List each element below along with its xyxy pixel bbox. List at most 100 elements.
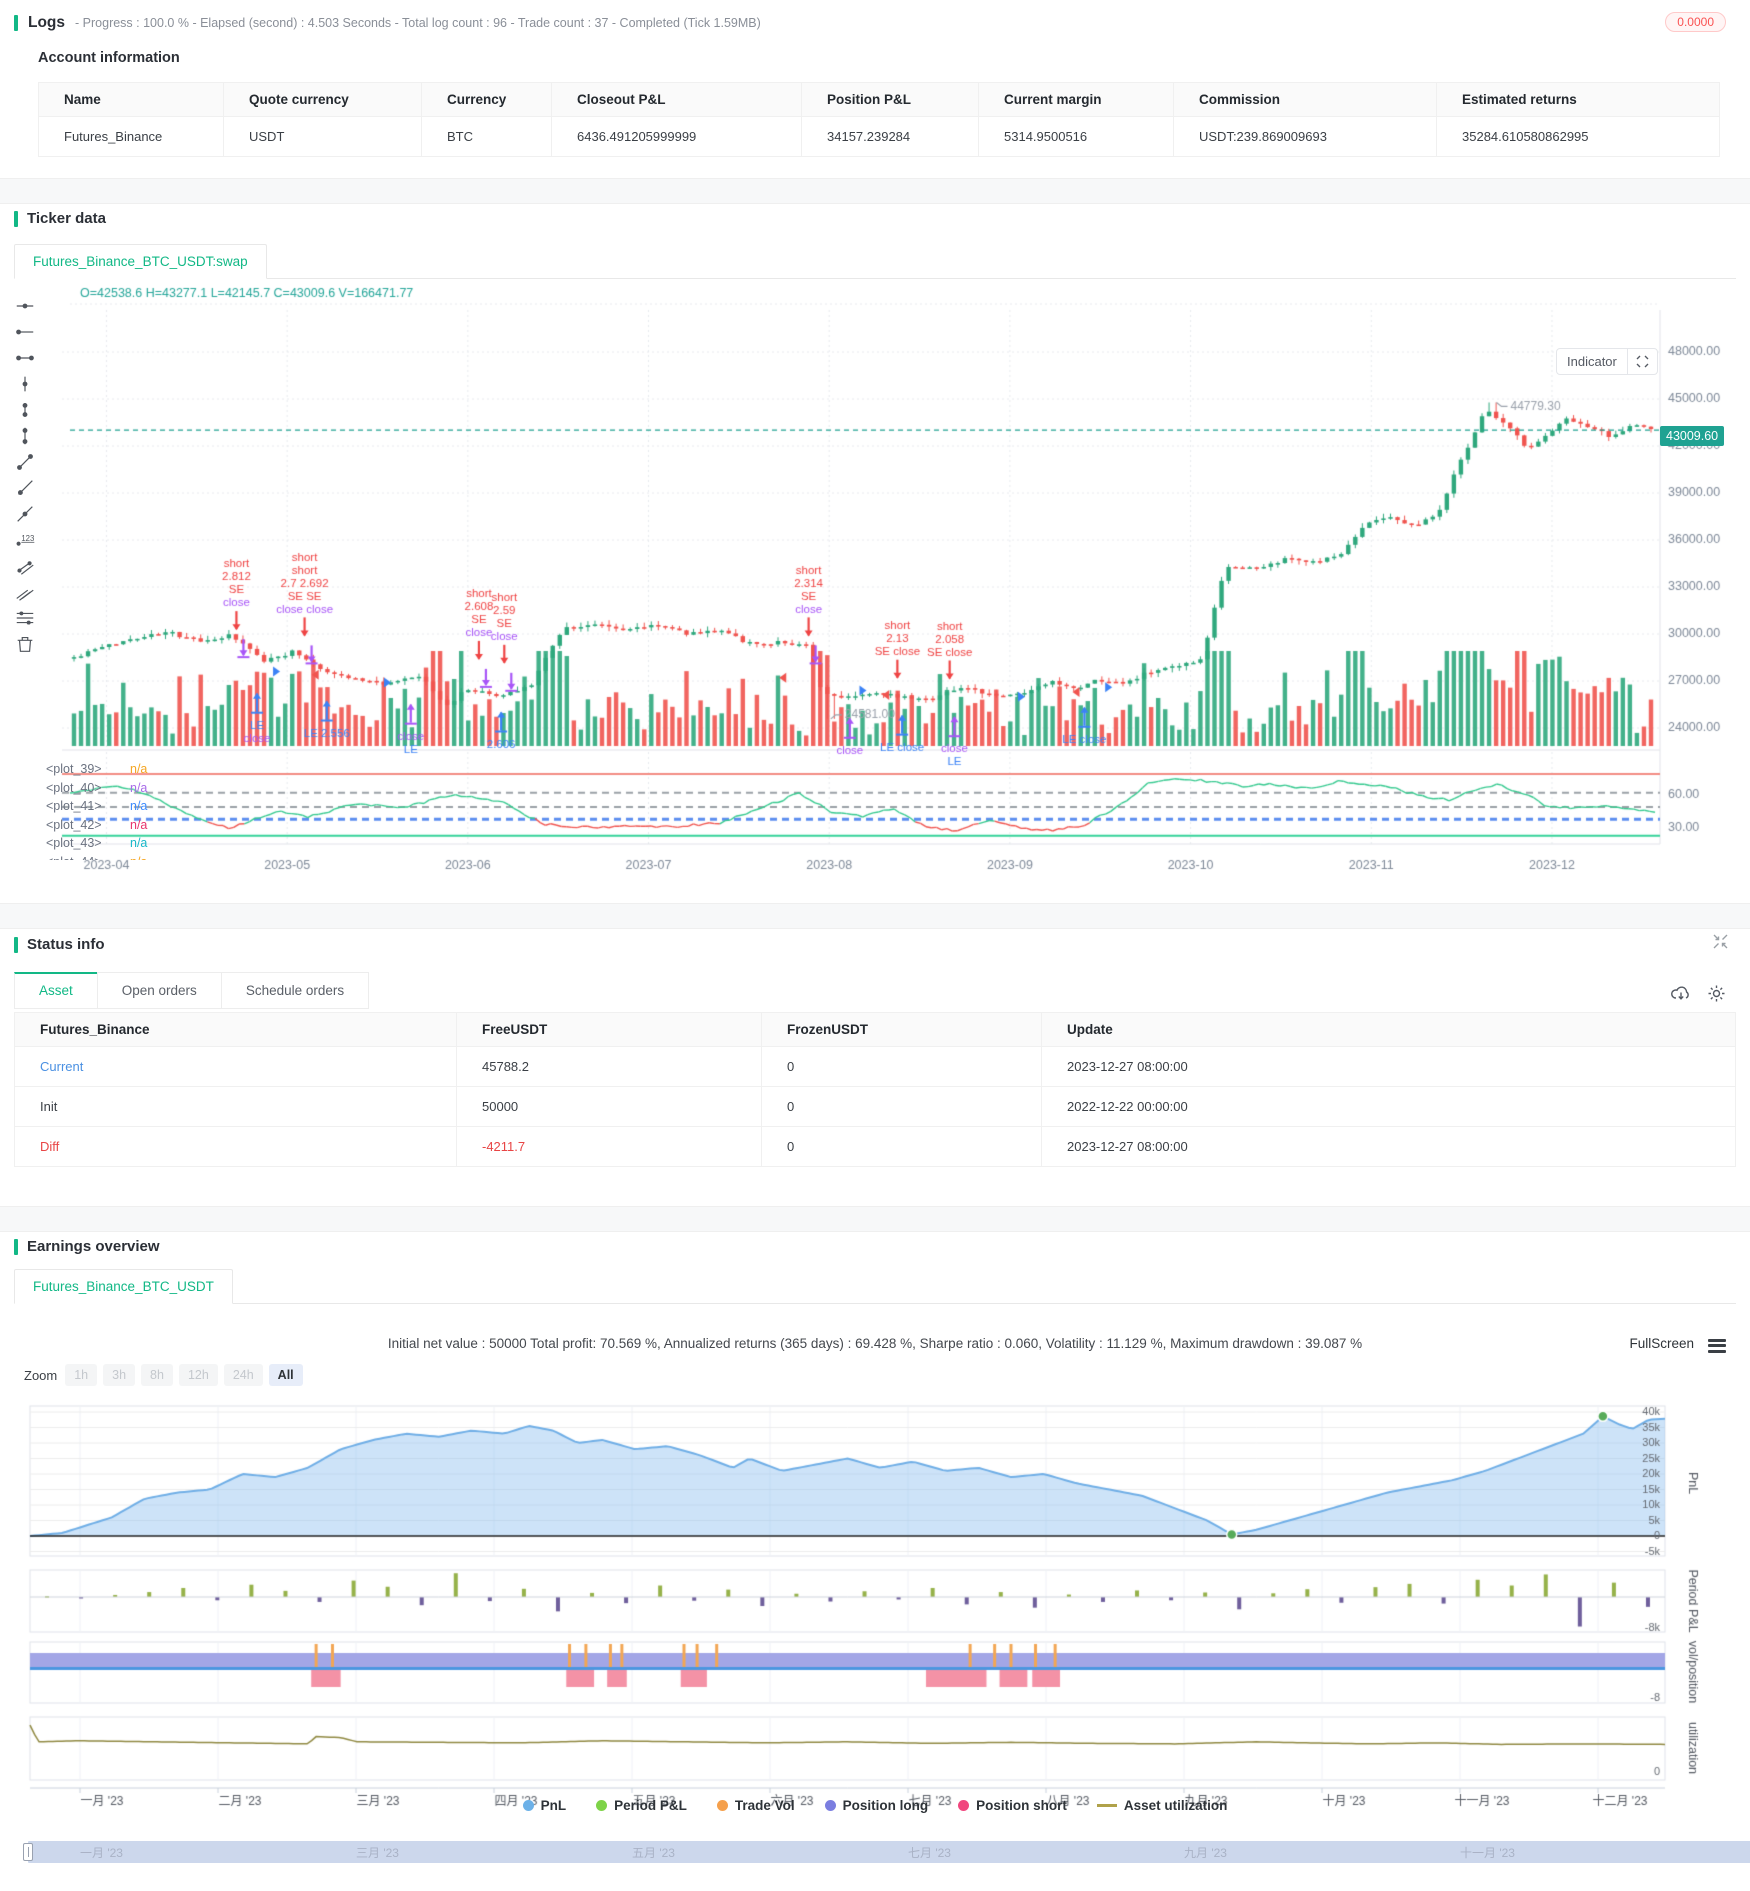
status-tab-schedule-orders[interactable]: Schedule orders	[220, 972, 370, 1009]
table-row: Init 50000 0 2022-12-22 00:00:00	[14, 1086, 1736, 1127]
indicator-button[interactable]: Indicator	[1556, 348, 1658, 375]
logs-title: Logs	[28, 14, 66, 31]
table-cell: BTC	[421, 116, 552, 157]
drawing-toolbar: 123	[12, 294, 38, 655]
legend-label: Trade Vol	[734, 1798, 795, 1813]
ticker-section-title: Ticker data	[27, 210, 106, 227]
column-header: Closeout P&L	[551, 82, 802, 117]
status-section-header: Status info	[14, 936, 105, 953]
section-divider	[0, 178, 1750, 204]
row-label[interactable]: Current	[14, 1046, 457, 1087]
status-tab-open-orders[interactable]: Open orders	[96, 972, 222, 1009]
column-header: Commission	[1173, 82, 1437, 117]
table-cell: 45788.2	[456, 1046, 762, 1087]
legend-label: Position short	[976, 1798, 1067, 1813]
vertical-line-icon[interactable]	[12, 424, 38, 447]
legend-item-position-long[interactable]: Position long	[824, 1798, 929, 1813]
zoom-option-all[interactable]: All	[268, 1364, 303, 1386]
trend-line-icon[interactable]	[12, 450, 38, 473]
zoom-option-1h[interactable]: 1h	[65, 1364, 98, 1386]
zoom-option-24h[interactable]: 24h	[223, 1364, 263, 1386]
legend-label: Position long	[842, 1798, 929, 1813]
legend-dot	[522, 1800, 534, 1811]
navigator-tick-label: 三月 '23	[356, 1846, 399, 1860]
plot-value: n/a	[130, 855, 147, 860]
plot-label: <plot_41> n/a	[46, 797, 196, 816]
disjoint-channel-icon[interactable]	[12, 580, 38, 603]
navigator-handle[interactable]	[23, 1843, 33, 1861]
tab-futures-binance-btc-usdt-swap[interactable]: Futures_Binance_BTC_USDT:swap	[14, 244, 267, 279]
account-table: Name Quote currency Currency Closeout P&L Po…	[38, 82, 1720, 157]
legend-item-trade-vol[interactable]: Trade Vol	[716, 1798, 795, 1813]
chart-menu-icon[interactable]	[1708, 1336, 1726, 1355]
row-label: Init	[14, 1086, 457, 1127]
earnings-tabbar: Futures_Binance_BTC_USDT	[14, 1268, 1736, 1304]
zoom-buttons: 1h 3h 8h 12h 24h All	[65, 1364, 308, 1386]
section-divider	[0, 903, 1750, 929]
logs-header: Logs - Progress : 100.0 % - Elapsed (sec…	[14, 14, 1630, 32]
earnings-section-header: Earnings overview	[14, 1238, 160, 1255]
chart-navigator[interactable]: 一月 '23 三月 '23 五月 '23 七月 '23 九月 '23 十一月 '23	[23, 1841, 1750, 1863]
plot-name: <plot_39>	[46, 762, 102, 776]
status-tab-asset[interactable]: Asset	[14, 972, 98, 1009]
price-label-123-icon[interactable]: 123	[12, 528, 38, 551]
vertical-segment-icon[interactable]	[12, 372, 38, 395]
plot-value: n/a	[130, 817, 148, 832]
legend-item-position-short[interactable]: Position short	[958, 1798, 1067, 1813]
table-cell: USDT	[223, 116, 422, 157]
table-cell: Futures_Binance	[38, 116, 224, 157]
status-section-title: Status info	[27, 936, 105, 953]
vertical-ray-icon[interactable]	[12, 398, 38, 421]
gear-icon[interactable]	[1707, 984, 1726, 1008]
expand-icon[interactable]	[1628, 355, 1657, 368]
column-header: Estimated returns	[1436, 82, 1720, 117]
horizontal-lines-icon[interactable]	[12, 606, 38, 629]
parallel-channel-icon[interactable]	[12, 554, 38, 577]
zoom-option-12h[interactable]: 12h	[178, 1364, 218, 1386]
table-cell: -4211.7	[456, 1126, 762, 1167]
zoom-controls: Zoom 1h 3h 8h 12h 24h All	[24, 1364, 309, 1386]
crosshair-icon[interactable]	[12, 294, 38, 317]
fullscreen-button[interactable]: FullScreen	[1629, 1336, 1694, 1351]
table-row: Diff -4211.7 0 2023-12-27 08:00:00	[14, 1126, 1736, 1167]
accent-bar	[14, 1238, 18, 1255]
tick-value-badge: 0.0000	[1665, 12, 1726, 32]
cloud-download-icon[interactable]	[1671, 985, 1691, 1008]
legend-item-asset-utilization[interactable]: Asset utilization	[1096, 1798, 1227, 1813]
table-cell: 34157.239284	[801, 116, 979, 157]
plot-value: n/a	[130, 836, 148, 851]
ticker-chart-region: 123 Indicator 43009.60 <plot_39> n/a <plot…	[0, 282, 1750, 888]
legend-dot	[596, 1800, 608, 1811]
plot-label: <plot_44>n/a	[46, 853, 196, 860]
column-header: Quote currency	[223, 82, 422, 117]
ray-icon[interactable]	[12, 476, 38, 499]
extended-line-icon[interactable]	[12, 502, 38, 525]
ticker-tabbar: Futures_Binance_BTC_USDT:swap	[14, 243, 1736, 279]
navigator-tick-label: 七月 '23	[908, 1846, 951, 1860]
logs-progress-summary: - Progress : 100.0 % - Elapsed (second) …	[75, 16, 761, 30]
legend-label: PnL	[540, 1798, 567, 1813]
column-header: FrozenUSDT	[761, 1012, 1042, 1047]
legend-item-period-p-l[interactable]: Period P&L	[596, 1798, 687, 1813]
plot-value: n/a	[130, 799, 148, 814]
earnings-stats-line: Initial net value : 50000 Total profit: …	[387, 1336, 1363, 1351]
horizontal-line-icon[interactable]	[12, 346, 38, 369]
table-cell: USDT:239.869009693	[1173, 116, 1437, 157]
earnings-chart-canvas[interactable]	[20, 1398, 1732, 1812]
trash-icon[interactable]	[12, 632, 38, 655]
table-cell: 2023-12-27 08:00:00	[1041, 1126, 1736, 1167]
indicator-plot-labels: <plot_39> n/a <plot_40> n/a <plot_41> n/a <plo…	[46, 760, 196, 860]
legend-item-pnl[interactable]: PnL	[522, 1798, 567, 1813]
plot-label: <plot_40> n/a	[46, 779, 196, 798]
row-label: Diff	[14, 1126, 457, 1167]
collapse-icon[interactable]	[1713, 934, 1728, 954]
zoom-option-8h[interactable]: 8h	[141, 1364, 173, 1386]
column-header: Currency	[421, 82, 552, 117]
zoom-option-3h[interactable]: 3h	[103, 1364, 136, 1386]
horizontal-ray-icon[interactable]	[12, 320, 38, 343]
current-price-tag: 43009.60	[1660, 426, 1725, 446]
candlestick-chart-canvas[interactable]	[54, 282, 1746, 882]
status-asset-table: Futures_Binance FreeUSDT FrozenUSDT Update …	[14, 1012, 1736, 1167]
plot-label: <plot_42> n/a	[46, 816, 196, 835]
tab-futures-binance-btc-usdt[interactable]: Futures_Binance_BTC_USDT	[14, 1269, 233, 1304]
